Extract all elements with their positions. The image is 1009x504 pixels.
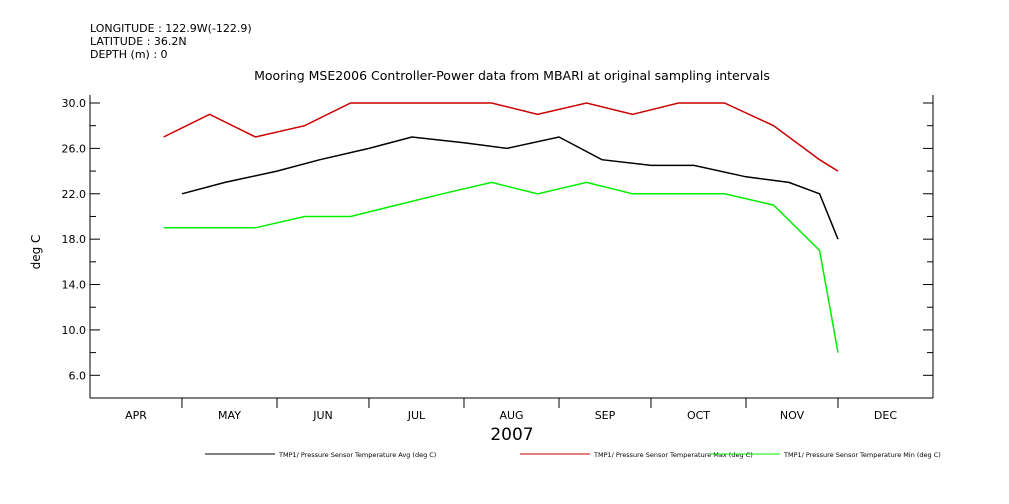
y-tick-label: 30.0 [62,97,87,110]
legend-label-max: TMP1/ Pressure Sensor Temperature Max (d… [593,451,753,459]
x-tick-label: OCT [687,409,710,422]
x-tick-label: AUG [499,409,523,422]
series-min-line [163,181,839,353]
x-tick-label: MAY [218,409,241,422]
x-tick-label: SEP [595,409,616,422]
x-axis-label: 2007 [490,425,533,445]
legend-label-avg: TMP1/ Pressure Sensor Temperature Avg (d… [278,451,436,459]
x-tick-label: JUN [312,409,333,422]
y-axis-label: deg C [29,235,43,270]
x-tick-label: APR [125,409,147,422]
x-tick-label: NOV [780,409,805,422]
y-tick-label: 14.0 [62,279,87,292]
longitude-label: LONGITUDE : 122.9W(-122.9) [90,22,252,35]
y-tick-label: 6.0 [69,369,87,382]
depth-label: DEPTH (m) : 0 [90,48,168,61]
series-max-line [163,102,839,172]
y-tick-label: 26.0 [62,142,87,155]
x-tick-label: JUL [407,409,426,422]
series-avg-line [181,136,839,240]
chart-title: Mooring MSE2006 Controller-Power data fr… [254,68,770,83]
y-tick-label: 10.0 [62,324,87,337]
latitude-label: LATITUDE : 36.2N [90,35,187,48]
y-tick-label: 18.0 [62,233,87,246]
x-tick-label: DEC [874,409,897,422]
y-tick-label: 22.0 [62,188,87,201]
plot-area: 6.0 10.0 14.0 18.0 22.0 26.0 30.0 APR MAY JUN JUL A… [62,95,934,422]
legend: TMP1/ Pressure Sensor Temperature Avg (d… [205,451,941,459]
legend-label-min: TMP1/ Pressure Sensor Temperature Min (d… [783,451,941,459]
